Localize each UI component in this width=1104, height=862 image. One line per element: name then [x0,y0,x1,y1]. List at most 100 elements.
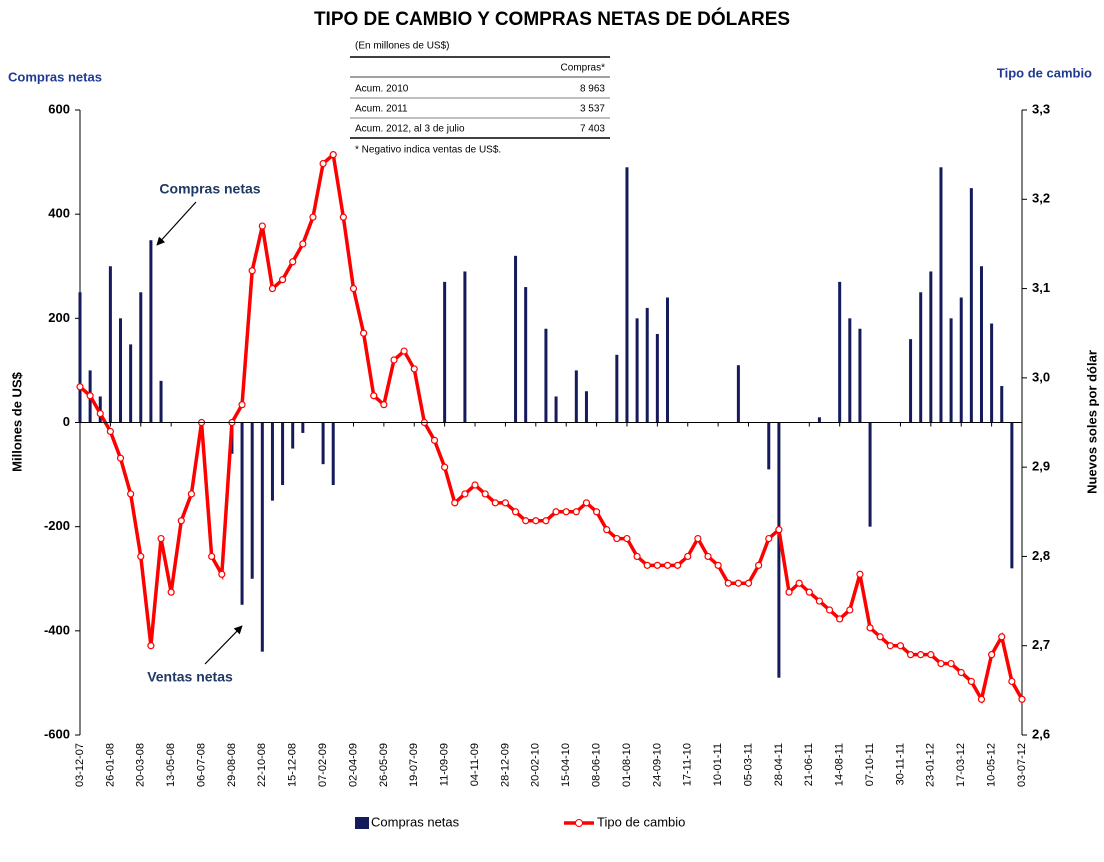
line-marker [704,552,712,561]
line-marker [582,499,591,507]
line-marker [775,526,783,534]
table-cell: 8 963 [580,84,605,95]
x-tick-label: 20-03-08 [135,743,147,787]
x-tick-label: 03-07-12 [1016,743,1028,787]
x-tick-label: 28-12-09 [499,743,511,787]
line-marker [157,534,165,543]
line-marker [1008,677,1016,686]
line-marker [684,552,692,561]
line-marker [825,606,834,614]
bar [665,297,669,423]
line-marker [390,356,398,364]
bar [645,307,649,423]
x-tick-label: 26-05-09 [378,743,390,787]
line-marker [522,517,530,525]
line-marker [461,490,469,498]
line-marker [552,508,560,516]
line-marker [278,276,287,284]
line-marker [238,401,246,409]
bar [574,370,578,423]
line-marker [329,151,337,159]
line-marker [927,651,935,659]
x-tick-label: 01-08-10 [621,743,633,787]
line-marker [876,633,884,641]
bar [969,188,973,423]
bar [929,271,933,423]
line-marker [623,534,631,543]
bar [919,292,923,423]
y2-tick-label: 3,1 [1032,280,1050,295]
line-marker [917,651,925,659]
bar [635,318,639,423]
bar [1010,422,1014,569]
bar [514,255,518,423]
x-tick-label: 11-09-09 [439,743,451,786]
bar [291,422,295,449]
line-marker [988,651,996,659]
x-tick-label: 07-02-09 [317,743,329,787]
line-marker [562,508,570,516]
legend-label: Tipo de cambio [597,814,685,829]
line-marker [339,213,347,221]
bar [817,417,821,423]
line [78,151,1024,705]
table-cell: Acum. 2011 [355,104,408,115]
bar [149,240,153,423]
line-marker [208,552,216,561]
line-marker [410,365,418,373]
y-label-top: Compras netas [8,69,102,84]
bar [1000,386,1004,423]
bar [463,271,467,423]
line-marker [187,490,196,498]
line-marker [906,651,915,659]
line-marker [218,570,226,578]
bar [281,422,285,485]
x-tick-label: 29-08-08 [226,743,238,787]
x-tick-label: 15-12-08 [287,743,299,787]
x-tick-label: 08-06-10 [590,743,602,787]
x-tick-label: 26-01-08 [104,743,116,787]
chart-title: TIPO DE CAMBIO Y COMPRAS NETAS DE DÓLARE… [314,8,790,30]
bar [909,339,913,423]
line-marker [937,659,945,668]
bar [949,318,953,423]
line-marker [643,561,651,569]
line-marker [603,526,611,534]
line-marker [491,499,499,507]
line-marker [967,677,975,686]
bar [655,333,659,423]
line-marker [127,490,135,498]
line-marker [663,561,672,569]
bar [868,422,872,527]
x-tick-label: 20-02-10 [530,743,542,787]
bar [838,281,842,423]
bar [78,292,82,423]
annotation-arrow [204,625,243,665]
line-marker [481,490,489,498]
line-marker [177,517,185,525]
y2-tick-label: 2,9 [1032,459,1050,474]
x-tick-label: 17-03-12 [955,743,967,787]
y2-tick-label: 2,8 [1032,548,1050,563]
bar [848,318,852,423]
line-marker [805,588,813,596]
x-tick-label: 21-06-11 [803,743,815,786]
line-marker [542,517,550,525]
line-marker [744,579,753,587]
x-tick-label: 19-07-09 [408,743,420,787]
summary-table: (En millones de US$) Compras* Acum. 2010… [350,41,610,156]
line-marker [836,615,844,623]
x-tick-label: 22-10-08 [256,743,268,787]
y-tick-label: 400 [48,206,70,221]
annotation: Compras netas [159,181,260,197]
line-marker [268,284,277,293]
line-marker [380,401,388,409]
y-tick-label: 200 [48,310,70,325]
bar [615,354,619,423]
line-marker [856,570,864,578]
bar [108,266,112,423]
y-tick-label: -600 [44,726,70,741]
bar [584,391,588,423]
line-marker [653,561,661,569]
